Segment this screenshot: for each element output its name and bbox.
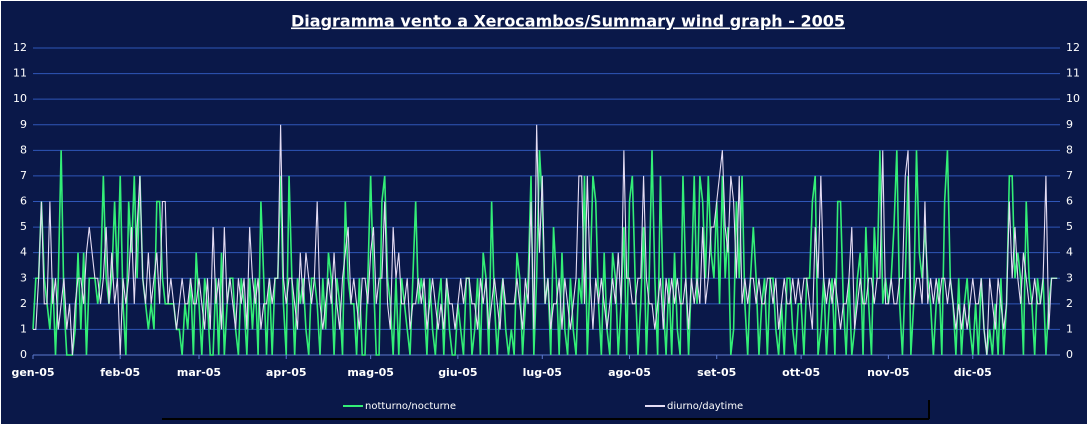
y2-tick-label: 4 <box>1066 246 1073 259</box>
x-tick-label: ago-05 <box>608 366 651 379</box>
y2-tick-label: 7 <box>1066 169 1073 182</box>
legend-label: diurno/daytime <box>667 401 743 412</box>
x-tick-label: gen-05 <box>11 366 54 379</box>
x-tick-label: dic-05 <box>954 366 992 379</box>
x-tick-label: mar-05 <box>177 366 221 379</box>
x-tick-label: giu-05 <box>438 366 477 379</box>
y-tick-label: 8 <box>20 143 27 156</box>
y2-tick-label: 11 <box>1066 67 1080 80</box>
y-tick-label: 4 <box>20 246 27 259</box>
legend-label: notturno/nocturne <box>365 401 456 412</box>
y-tick-label: 7 <box>20 169 27 182</box>
y2-tick-label: 3 <box>1066 271 1073 284</box>
y-tick-label: 10 <box>13 92 27 105</box>
x-tick-label: mag-05 <box>347 366 394 379</box>
y-tick-label: 2 <box>20 297 27 310</box>
y-tick-label: 6 <box>20 195 27 208</box>
chart-title: Diagramma vento a Xerocambos/Summary win… <box>291 12 845 31</box>
y2-tick-label: 9 <box>1066 118 1073 131</box>
y2-tick-label: 1 <box>1066 322 1073 335</box>
y2-tick-label: 6 <box>1066 195 1073 208</box>
y2-tick-label: 5 <box>1066 220 1073 233</box>
y2-tick-label: 10 <box>1066 92 1080 105</box>
y-tick-label: 3 <box>20 271 27 284</box>
y2-tick-label: 2 <box>1066 297 1073 310</box>
y-tick-label: 9 <box>20 118 27 131</box>
y2-tick-label: 8 <box>1066 143 1073 156</box>
x-tick-label: apr-05 <box>266 366 307 379</box>
y-tick-label: 12 <box>13 41 27 54</box>
x-tick-label: ott-05 <box>782 366 820 379</box>
y-tick-label: 0 <box>20 348 27 361</box>
x-tick-label: set-05 <box>697 366 736 379</box>
y-tick-label: 11 <box>13 67 27 80</box>
y2-tick-label: 0 <box>1066 348 1073 361</box>
x-tick-label: nov-05 <box>867 366 909 379</box>
y2-tick-label: 12 <box>1066 41 1080 54</box>
x-tick-label: feb-05 <box>100 366 140 379</box>
x-tick-label: lug-05 <box>523 366 562 379</box>
series-line <box>33 124 1058 356</box>
y-tick-label: 1 <box>20 322 27 335</box>
y-tick-label: 5 <box>20 220 27 233</box>
